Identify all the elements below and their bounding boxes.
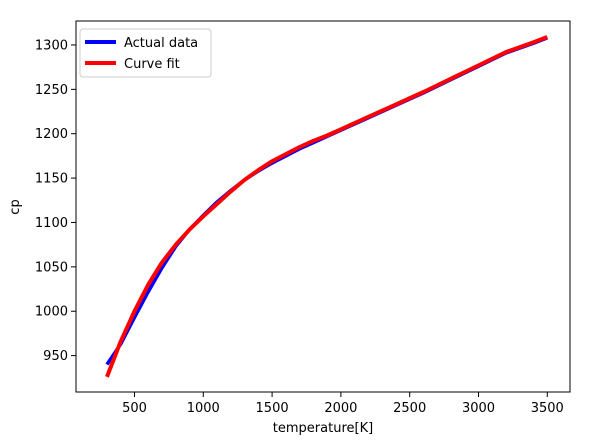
- x-tick-label: 2000: [324, 401, 357, 416]
- y-tick-label: 1000: [35, 305, 68, 320]
- plot-area-frame: [75, 20, 571, 393]
- y-axis-label: cp: [8, 199, 23, 214]
- legend: Actual data Curve fit: [79, 28, 212, 78]
- y-tick-label: 1050: [35, 260, 68, 275]
- x-tick-label: 500: [122, 401, 147, 416]
- y-tick-label: 1100: [35, 216, 68, 231]
- y-tick-label: 1150: [35, 172, 68, 187]
- x-tick-label: 1500: [256, 401, 289, 416]
- y-tick-label: 950: [43, 349, 68, 364]
- series-layer: [105, 35, 549, 378]
- x-tick-label: 3000: [462, 401, 495, 416]
- x-tick-label: 3500: [531, 401, 564, 416]
- series-line-curve-fit: [105, 35, 549, 378]
- y-tick-label: 1250: [35, 83, 68, 98]
- x-tick-label: 2500: [393, 401, 426, 416]
- x-tick-label: 1000: [187, 401, 220, 416]
- legend-label-curve-fit: Curve fit: [124, 57, 180, 72]
- x-axis-label: temperature[K]: [273, 421, 373, 436]
- x-axis-ticks: 500 1000 1500 2000 2500 3000 3500: [122, 392, 564, 416]
- legend-label-actual-data: Actual data: [124, 36, 198, 51]
- y-tick-label: 1300: [35, 38, 68, 53]
- y-tick-label: 1200: [35, 127, 68, 142]
- y-axis-ticks: 950 1000 1050 1100 1150 1200 1250 1300: [35, 38, 76, 364]
